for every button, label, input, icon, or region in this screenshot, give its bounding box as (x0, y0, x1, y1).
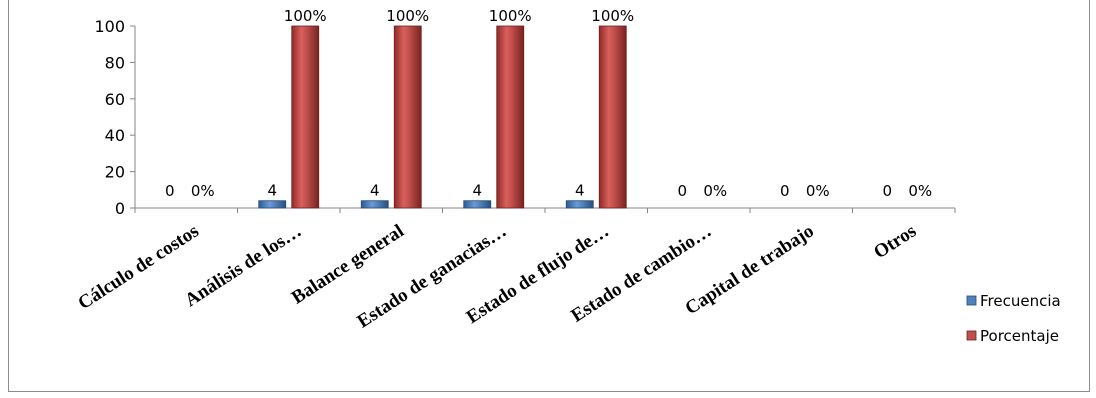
data-label-porcentaje: 0% (703, 182, 727, 200)
data-label-frecuencia: 4 (575, 182, 585, 200)
legend-swatch-frecuencia (966, 295, 977, 306)
data-label-frecuencia: 0 (780, 182, 790, 200)
y-tick-label: 60 (105, 90, 125, 109)
category-label: Cálculo de costos (74, 221, 202, 314)
data-label-frecuencia: 0 (677, 182, 687, 200)
bar-frecuencia (360, 200, 389, 209)
bar-porcentaje (393, 25, 422, 209)
y-tick-label: 0 (115, 199, 125, 218)
category-label: Otros (870, 221, 920, 264)
data-labels: 0 0% 4 100% 4 100% 4 100% 4 100% 0 0% 0 0% 0 0% (165, 7, 932, 200)
data-label-porcentaje: 100% (591, 7, 634, 25)
y-tick-label: 20 (105, 163, 125, 182)
legend: Frecuencia Porcentaje (966, 292, 1061, 345)
data-label-porcentaje: 0% (908, 182, 932, 200)
data-label-porcentaje: 100% (284, 7, 327, 25)
chart-frame (8, 0, 1090, 392)
bars (258, 25, 627, 209)
bar-porcentaje (598, 25, 627, 209)
data-label-porcentaje: 100% (386, 7, 429, 25)
data-label-frecuencia: 0 (882, 182, 892, 200)
bar-porcentaje (291, 25, 320, 209)
bar-porcentaje (496, 25, 525, 209)
legend-label-porcentaje: Porcentaje (980, 327, 1059, 345)
data-label-frecuencia: 4 (267, 182, 277, 200)
data-label-porcentaje: 100% (489, 7, 532, 25)
bar-frecuencia (463, 200, 492, 209)
y-tick-label: 100 (94, 17, 125, 36)
data-label-porcentaje: 0% (806, 182, 830, 200)
y-tick-label: 80 (105, 53, 125, 72)
data-label-porcentaje: 0% (191, 182, 215, 200)
data-label-frecuencia: 4 (370, 182, 380, 200)
bar-frecuencia (258, 200, 287, 209)
bar-frecuencia (565, 200, 594, 209)
data-label-frecuencia: 4 (472, 182, 482, 200)
y-tick-label: 40 (105, 126, 125, 145)
legend-label-frecuencia: Frecuencia (980, 292, 1061, 310)
legend-swatch-porcentaje (966, 330, 977, 341)
data-label-frecuencia: 0 (165, 182, 175, 200)
